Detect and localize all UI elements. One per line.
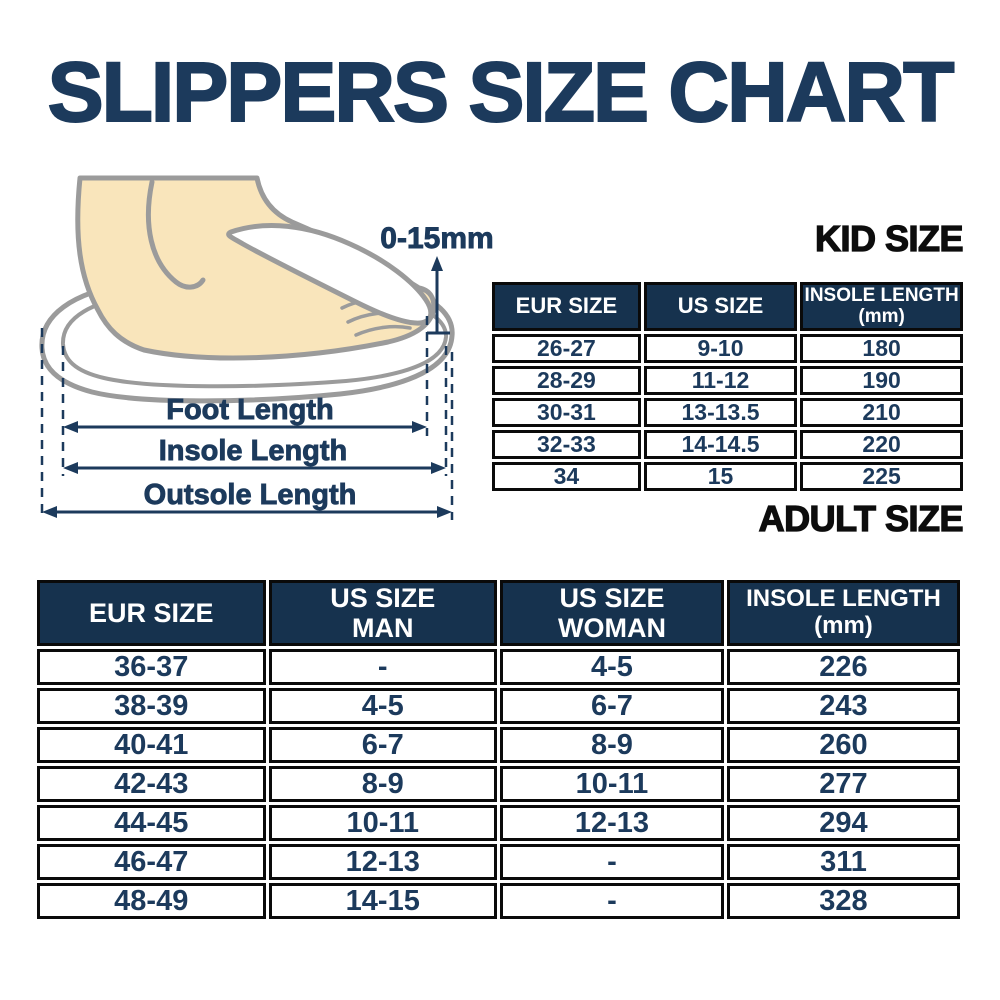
foot-measurement-diagram: 0-15mm Foot Length Insole Length Outsole… <box>39 175 494 520</box>
table-cell: 6-7 <box>268 727 497 764</box>
table-cell: - <box>500 883 724 920</box>
table-cell: 26-27 <box>492 333 641 363</box>
insole-length-label: Insole Length <box>159 435 348 467</box>
table-cell: 13-13.5 <box>643 397 798 427</box>
adult-size-heading: ADULT SIZE <box>758 498 964 539</box>
table-row: 34 15 225 <box>492 461 963 491</box>
table-row: 42-43 8-9 10-11 277 <box>37 766 960 803</box>
table-cell: 12-13 <box>500 805 724 842</box>
column-header-label: EUR SIZE <box>88 598 214 629</box>
column-header-subline: (mm) <box>814 612 873 640</box>
column-header-subline: (mm) <box>858 306 905 328</box>
table-row: 46-47 12-13 - 311 <box>37 844 960 881</box>
kid-size-table: EUR SIZE US SIZE INSOLE LENGTH (mm) 26-27… <box>489 279 966 494</box>
column-header-label: INSOLE LENGTH <box>804 285 959 306</box>
table-cell: 225 <box>800 461 963 491</box>
column-header-label: US SIZE <box>677 292 764 318</box>
column-header-label: EUR SIZE <box>515 292 618 318</box>
outsole-length-arrow <box>42 506 452 518</box>
table-cell: 4-5 <box>500 649 724 686</box>
table-cell: 14-14.5 <box>643 429 798 459</box>
table-cell: 40-41 <box>37 727 266 764</box>
table-cell: 328 <box>726 883 960 920</box>
kid-header-row: EUR SIZE US SIZE INSOLE LENGTH (mm) <box>492 282 963 331</box>
table-cell: 180 <box>800 333 963 363</box>
column-header-us-size-woman: US SIZE WOMAN <box>500 580 724 647</box>
table-cell: 30-31 <box>492 397 641 427</box>
table-row: 48-49 14-15 - 328 <box>37 883 960 920</box>
table-cell: 42-43 <box>37 766 266 803</box>
foot-length-label: Foot Length <box>166 394 334 426</box>
table-row: 36-37 - 4-5 226 <box>37 649 960 686</box>
table-cell: 226 <box>726 649 960 686</box>
table-cell: 220 <box>800 429 963 459</box>
kid-size-heading: KID SIZE <box>814 218 964 259</box>
table-cell: 6-7 <box>500 688 724 725</box>
table-cell: 36-37 <box>37 649 266 686</box>
column-header-insole-length: INSOLE LENGTH (mm) <box>726 580 960 647</box>
column-header-label: US SIZE <box>559 583 665 613</box>
toe-gap-arrow <box>427 256 450 335</box>
table-cell: 9-10 <box>643 333 798 363</box>
insole-length-arrow <box>63 462 446 474</box>
column-header-subline: WOMAN <box>557 613 666 644</box>
ankle-contour-line <box>145 179 206 290</box>
table-cell: 277 <box>726 766 960 803</box>
table-cell: 11-12 <box>643 365 798 395</box>
table-cell: 34 <box>492 461 641 491</box>
table-cell: 8-9 <box>500 727 724 764</box>
column-header-label: US SIZE <box>330 583 436 613</box>
table-cell: 4-5 <box>268 688 497 725</box>
foot-length-arrow <box>63 421 427 433</box>
page-title: SLIPPERS SIZE CHART <box>47 45 956 139</box>
table-cell: 260 <box>726 727 960 764</box>
table-cell: 46-47 <box>37 844 266 881</box>
table-row: 38-39 4-5 6-7 243 <box>37 688 960 725</box>
table-cell: 311 <box>726 844 960 881</box>
column-header-label: INSOLE LENGTH <box>746 585 941 613</box>
table-cell: 48-49 <box>37 883 266 920</box>
toe-crease-line <box>354 324 412 337</box>
column-header-eur-size: EUR SIZE <box>492 282 641 331</box>
table-cell: 28-29 <box>492 365 641 395</box>
table-cell: 14-15 <box>268 883 497 920</box>
table-cell: - <box>500 844 724 881</box>
column-header-us-size-man: US SIZE MAN <box>268 580 497 647</box>
column-header-eur-size: EUR SIZE <box>37 580 266 647</box>
toe-gap-label: 0-15mm <box>380 222 493 255</box>
outsole-length-label: Outsole Length <box>144 479 357 511</box>
adult-header-row: EUR SIZE US SIZE MAN US SIZE WOMAN INSOLE … <box>37 580 960 647</box>
slipper-vamp <box>226 223 434 326</box>
table-row: 28-29 11-12 190 <box>492 365 963 395</box>
table-row: 40-41 6-7 8-9 260 <box>37 727 960 764</box>
table-cell: 15 <box>643 461 798 491</box>
table-cell: 210 <box>800 397 963 427</box>
table-cell: 12-13 <box>268 844 497 881</box>
table-cell: 10-11 <box>268 805 497 842</box>
table-row: 26-27 9-10 180 <box>492 333 963 363</box>
column-header-insole-length: INSOLE LENGTH (mm) <box>800 282 963 331</box>
column-header-us-size: US SIZE <box>643 282 798 331</box>
table-cell: 8-9 <box>268 766 497 803</box>
table-cell: 44-45 <box>37 805 266 842</box>
table-cell: - <box>268 649 497 686</box>
table-row: 32-33 14-14.5 220 <box>492 429 963 459</box>
column-header-subline: MAN <box>352 613 414 644</box>
table-cell: 243 <box>726 688 960 725</box>
table-cell: 38-39 <box>37 688 266 725</box>
adult-size-table: EUR SIZE US SIZE MAN US SIZE WOMAN INSOLE … <box>34 577 963 922</box>
table-cell: 10-11 <box>500 766 724 803</box>
table-cell: 190 <box>800 365 963 395</box>
table-row: 30-31 13-13.5 210 <box>492 397 963 427</box>
table-cell: 32-33 <box>492 429 641 459</box>
table-row: 44-45 10-11 12-13 294 <box>37 805 960 842</box>
table-cell: 294 <box>726 805 960 842</box>
